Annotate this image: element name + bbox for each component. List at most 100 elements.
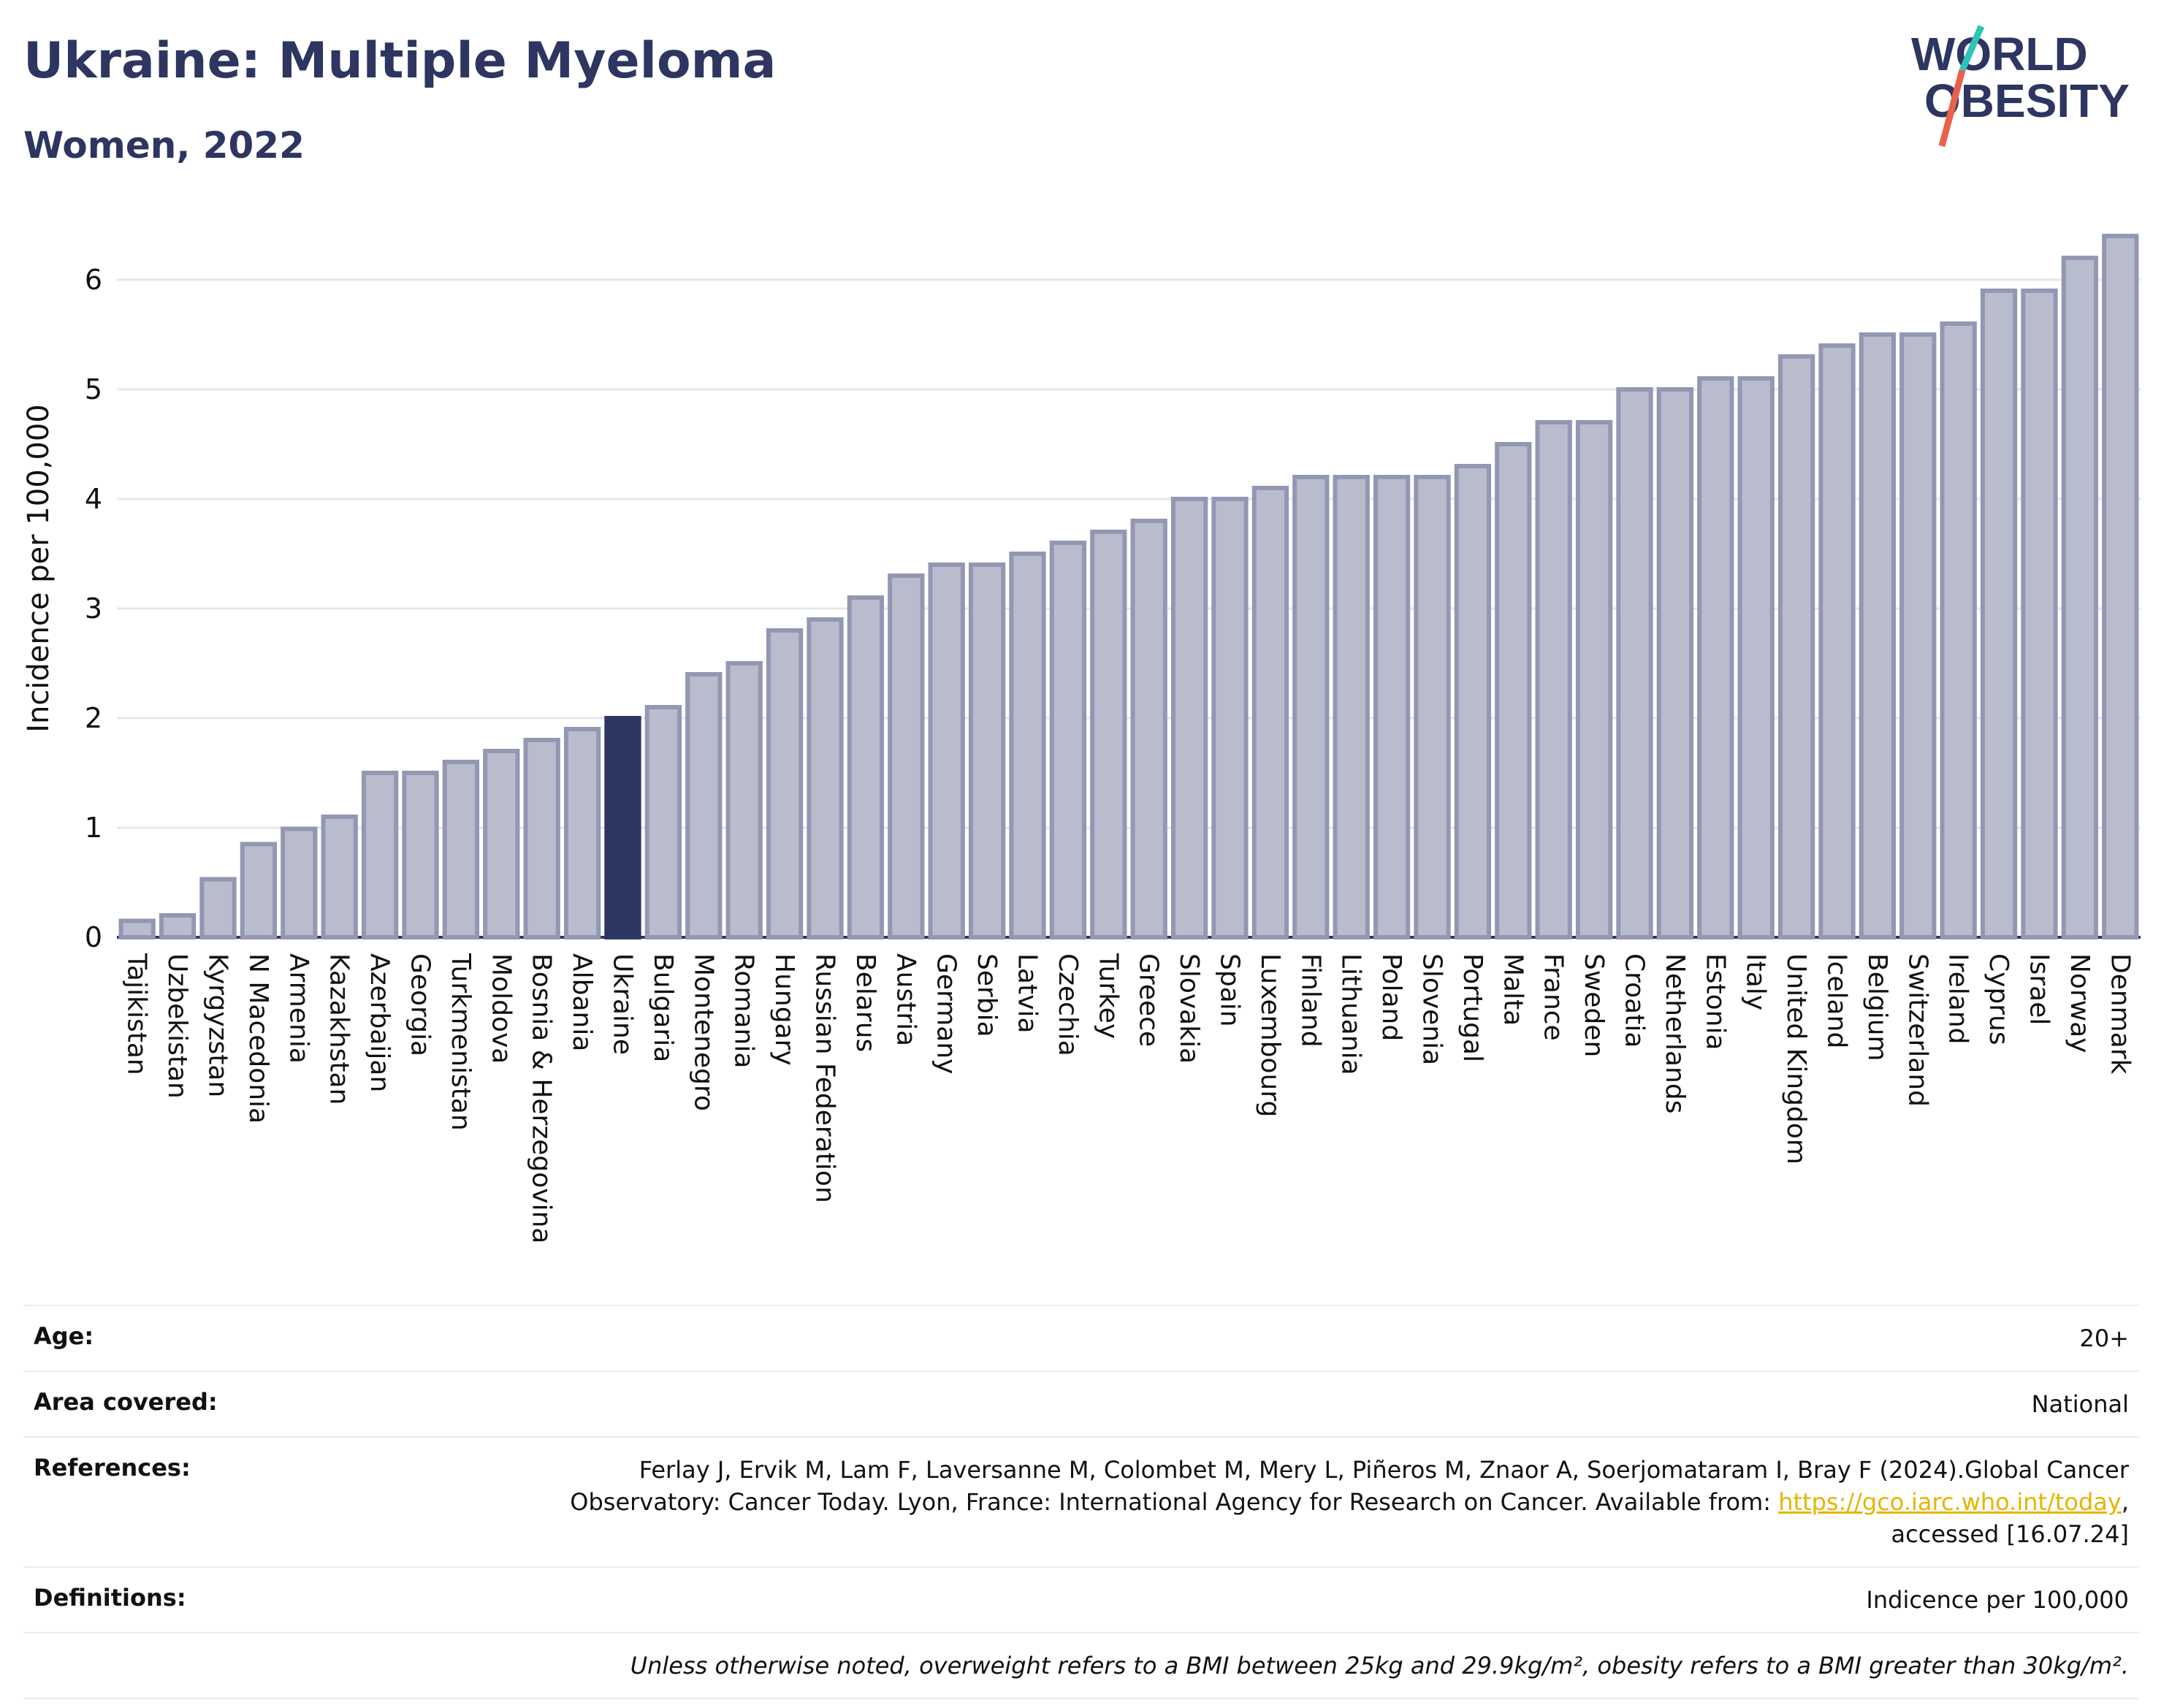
bar — [523, 738, 560, 939]
references-value: Ferlay J, Ervik M, Lam F, Laversanne M, … — [321, 1436, 2139, 1567]
x-tick-label: Denmark — [2105, 953, 2135, 1075]
bar — [1292, 475, 1330, 939]
y-tick-label: 0 — [85, 921, 102, 953]
x-tick-label: Netherlands — [1660, 953, 1690, 1113]
bar — [402, 771, 439, 939]
references-text-2: Observatory: Cancer Today. Lyon, France:… — [570, 1488, 1779, 1516]
x-tick-label: Lithuania — [1336, 953, 1366, 1075]
bar — [321, 815, 358, 939]
bar — [1697, 376, 1734, 939]
bar — [1777, 354, 1815, 939]
bar — [1090, 530, 1127, 939]
bar — [1373, 475, 1411, 939]
info-table: Age: 20+ Area covered: National Referenc… — [23, 1305, 2139, 1699]
bar — [118, 918, 156, 939]
x-tick-labels: Tajikistan Uzbekistan Kyrgyzstan N Macedoni… — [122, 953, 2135, 1243]
bars — [118, 234, 2139, 939]
bar-highlight — [604, 716, 641, 939]
y-tick-label: 1 — [85, 812, 102, 844]
y-tick-label: 2 — [85, 702, 102, 734]
bar — [928, 563, 965, 939]
x-tick-label: Malta — [1498, 953, 1528, 1026]
bar — [888, 573, 925, 939]
bmi-note: Unless otherwise noted, overweight refer… — [321, 1632, 2139, 1699]
x-tick-label: Kazakhstan — [324, 953, 354, 1105]
x-tick-label: Greece — [1134, 953, 1164, 1047]
references-text-4: accessed [16.07.24] — [1891, 1520, 2129, 1548]
bar — [1495, 442, 1532, 939]
bar — [1818, 343, 1856, 939]
x-tick-label: Slovakia — [1174, 953, 1204, 1064]
bar — [685, 672, 723, 939]
x-tick-label: Albania — [567, 953, 597, 1051]
logo-slash-red — [1938, 69, 1966, 148]
info-row-area: Area covered: National — [23, 1370, 2139, 1437]
bar — [240, 842, 278, 939]
bar — [1899, 332, 1937, 939]
bar — [1616, 387, 1653, 939]
x-tick-label: Finland — [1295, 953, 1325, 1048]
bar — [1333, 475, 1370, 939]
y-tick-labels: 0 1 2 3 4 5 6 — [85, 264, 102, 953]
bar — [563, 727, 601, 939]
logo-slash-teal — [1959, 25, 1985, 72]
references-text-3: , — [2121, 1488, 2129, 1516]
x-tick-label: Latvia — [1013, 953, 1043, 1034]
bar — [442, 760, 480, 939]
x-tick-label: Belgium — [1862, 953, 1892, 1061]
x-tick-label: Sweden — [1579, 953, 1609, 1057]
x-tick-label: Serbia — [972, 953, 1002, 1037]
page-title: Ukraine: Multiple Myeloma — [23, 32, 777, 90]
x-tick-label: Cyprus — [1983, 953, 2013, 1045]
bar — [1859, 332, 1897, 939]
bar — [1414, 475, 1451, 939]
bar — [2061, 256, 2099, 939]
bar — [1009, 552, 1046, 939]
definitions-value: Indicence per 100,000 — [321, 1566, 2139, 1633]
x-tick-label: Spain — [1215, 953, 1245, 1027]
logo-line-1: WORLD — [1911, 28, 2088, 80]
info-row-note: Unless otherwise noted, overweight refer… — [23, 1632, 2139, 1699]
x-tick-label: France — [1539, 953, 1569, 1041]
bar — [199, 877, 237, 939]
bar — [1251, 486, 1289, 939]
x-tick-label: Germany — [931, 953, 961, 1074]
references-label: References: — [23, 1436, 321, 1567]
references-link[interactable]: https://gco.iarc.who.int/today — [1778, 1488, 2122, 1516]
x-tick-label: Uzbekistan — [162, 953, 192, 1099]
x-tick-label: Turkmenistan — [446, 953, 476, 1131]
area-label: Area covered: — [23, 1370, 321, 1437]
x-tick-label: Bulgaria — [648, 953, 678, 1062]
age-value: 20+ — [321, 1305, 2139, 1371]
x-tick-label: Croatia — [1620, 953, 1650, 1048]
bar — [1980, 289, 2018, 939]
bar — [847, 595, 885, 939]
x-tick-label: Azerbaijan — [365, 953, 395, 1092]
x-tick-label: Italy — [1741, 953, 1771, 1010]
bar — [361, 771, 399, 939]
x-tick-label: Portugal — [1457, 953, 1487, 1062]
x-tick-label: Kyrgyzstan — [203, 953, 233, 1097]
x-tick-label: Ukraine — [608, 953, 638, 1055]
bar — [968, 563, 1006, 939]
bar — [1535, 420, 1572, 939]
x-tick-label: United Kingdom — [1781, 953, 1811, 1164]
page-subtitle: Women, 2022 — [23, 124, 305, 167]
world-obesity-logo: WORLD OBESITY — [1911, 25, 2130, 148]
age-label: Age: — [23, 1305, 321, 1371]
y-tick-label: 3 — [85, 592, 102, 625]
x-tick-label: Austria — [891, 953, 921, 1046]
bar — [483, 749, 520, 939]
references-text-1: Ferlay J, Ervik M, Lam F, Laversanne M, … — [639, 1456, 2129, 1484]
definitions-label: Definitions: — [23, 1566, 321, 1633]
bar — [159, 913, 197, 939]
x-tick-label: Moldova — [486, 953, 516, 1064]
x-tick-label: Hungary — [769, 953, 799, 1066]
bar — [1575, 420, 1613, 939]
bar — [807, 617, 844, 939]
bar — [2102, 234, 2139, 939]
x-tick-label: Bosnia & Herzegovina — [527, 953, 557, 1243]
bar — [1130, 519, 1167, 939]
x-tick-label: Armenia — [283, 953, 313, 1064]
x-tick-label: Tajikistan — [122, 953, 152, 1075]
